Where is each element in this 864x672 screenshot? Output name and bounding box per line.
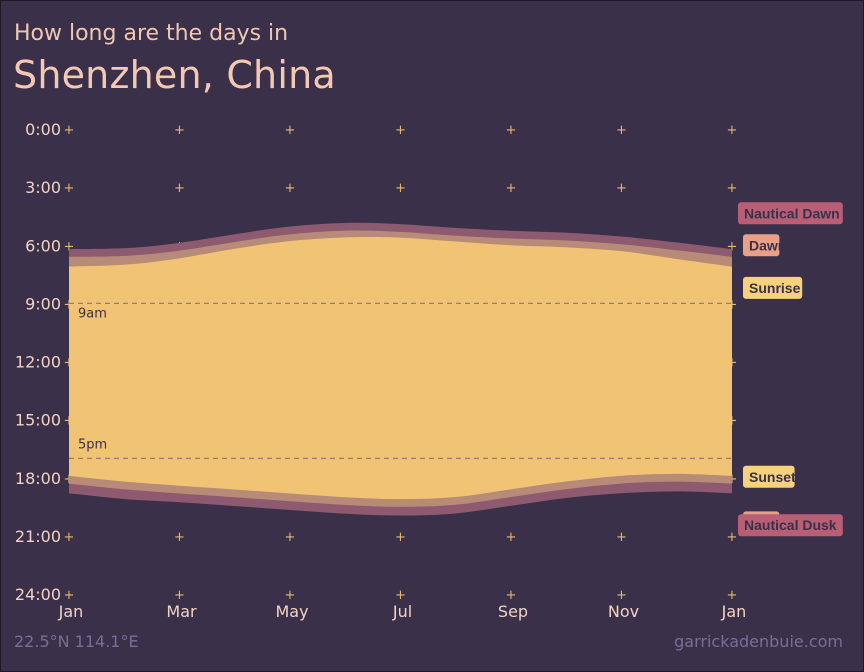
- grid-plus-mark: +: [174, 181, 185, 196]
- legend-box: [743, 465, 795, 488]
- grid-plus-mark: +: [174, 123, 185, 138]
- grid-plus-mark: +: [506, 181, 517, 196]
- grid-plus-mark: +: [64, 239, 75, 254]
- y-tick-label: 0:00: [25, 120, 61, 139]
- reference-lines: 9am 5pm: [69, 302, 732, 459]
- grid-plus-mark: +: [616, 588, 627, 603]
- legend-box: [743, 234, 780, 257]
- legend-label-nautical-dusk: Nautical Dusk: [738, 514, 843, 537]
- x-tick-label: Sep: [498, 602, 528, 621]
- y-tick-label: 21:00: [15, 527, 61, 546]
- grid-plus-mark: +: [174, 530, 185, 545]
- grid-plus-mark: +: [506, 123, 517, 138]
- grid-plus-mark: +: [174, 588, 185, 603]
- chart-title: Shenzhen, China: [13, 53, 336, 97]
- legend: Nautical DawnDawnSunriseSunsetDuskNautic…: [738, 202, 843, 537]
- grid-plus-mark: +: [395, 588, 406, 603]
- credit-link[interactable]: garrickadenbuie.com: [674, 632, 843, 651]
- reference-label-9am: 9am: [78, 306, 107, 321]
- grid-plus-mark: +: [64, 123, 75, 138]
- chart-subtitle: How long are the days in: [14, 21, 289, 46]
- x-tick-label: Nov: [608, 602, 639, 621]
- grid-plus-mark: +: [64, 530, 75, 545]
- legend-label-sunset: Sunset: [743, 465, 796, 488]
- legend-text: Nautical Dusk: [744, 517, 837, 533]
- legend-label-sunrise: Sunrise: [743, 276, 803, 299]
- daylight-band: [69, 237, 732, 500]
- grid-plus-mark: +: [285, 181, 296, 196]
- y-tick-label: 9:00: [25, 294, 61, 313]
- reference-label-5pm: 5pm: [78, 437, 107, 452]
- legend-label-nautical-dawn: Nautical Dawn: [738, 202, 843, 225]
- x-tick-label: Jan: [58, 602, 84, 621]
- grid-plus-mark: +: [506, 588, 517, 603]
- grid-plus-mark: +: [727, 530, 738, 545]
- grid-plus-mark: +: [727, 588, 738, 603]
- grid-plus-mark: +: [395, 123, 406, 138]
- grid-plus-mark: +: [285, 530, 296, 545]
- grid-plus-mark: +: [64, 181, 75, 196]
- legend-text: Sunrise: [749, 280, 801, 296]
- legend-text: Sunset: [749, 469, 796, 485]
- y-tick-label: 15:00: [15, 411, 61, 430]
- x-tick-label: Jan: [721, 602, 747, 621]
- grid-plus-mark: +: [395, 181, 406, 196]
- legend-label-dawn: Dawn: [743, 234, 786, 257]
- grid-plus-mark: +: [64, 588, 75, 603]
- grid-plus-mark: +: [616, 123, 627, 138]
- grid-plus-mark: +: [616, 530, 627, 545]
- legend-text: Dawn: [749, 237, 786, 253]
- legend-box: [743, 276, 803, 299]
- grid-plus-mark: +: [285, 123, 296, 138]
- daylight-bands: [69, 222, 732, 516]
- legend-box: [738, 202, 843, 225]
- grid-plus-mark: +: [727, 239, 738, 254]
- grid-plus-mark: +: [727, 123, 738, 138]
- x-tick-label: Mar: [166, 602, 197, 621]
- y-axis: 0:00 3:00 6:00 9:00 12:00 15:00 18:00 21:00 24:0…: [15, 120, 61, 604]
- y-tick-label: 6:00: [25, 236, 61, 255]
- x-axis: Jan Mar May Jul Sep Nov Jan: [58, 602, 747, 621]
- grid-plus-mark: +: [616, 181, 627, 196]
- y-tick-label: 24:00: [15, 585, 61, 604]
- grid-plus-mark: +: [727, 181, 738, 196]
- location-coordinates: 22.5°N 114.1°E: [14, 632, 139, 651]
- x-tick-label: Jul: [392, 602, 412, 621]
- x-tick-label: May: [275, 602, 308, 621]
- y-tick-label: 18:00: [15, 469, 61, 488]
- grid-plus-mark: +: [395, 530, 406, 545]
- grid-plus-mark: +: [506, 530, 517, 545]
- grid-plus-mark: +: [285, 588, 296, 603]
- legend-box: [738, 514, 843, 537]
- legend-text: Nautical Dawn: [744, 205, 840, 221]
- y-tick-label: 12:00: [15, 353, 61, 372]
- y-tick-label: 3:00: [25, 178, 61, 197]
